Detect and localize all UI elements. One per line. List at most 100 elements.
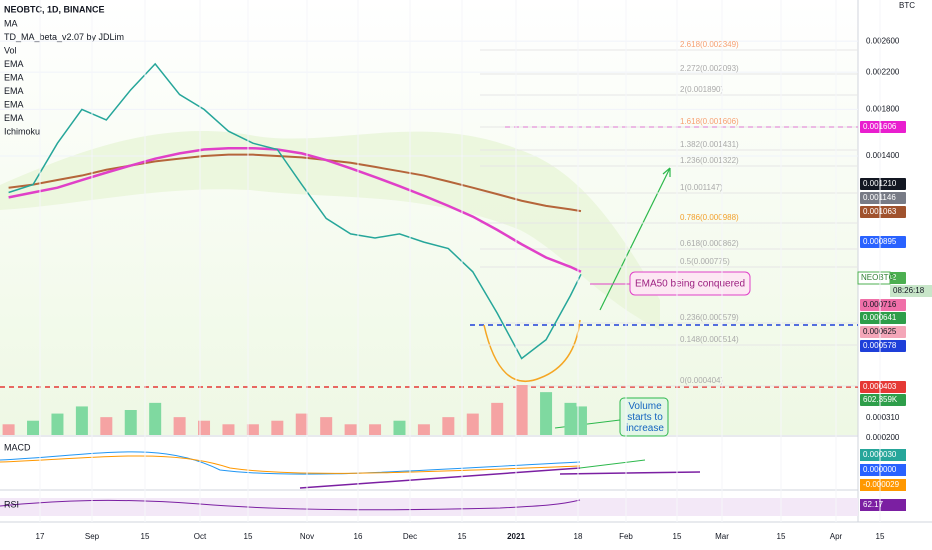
macd-trendline (559, 471, 701, 475)
price-badge (860, 340, 906, 352)
ema200-line (8, 153, 582, 213)
annotation-wrap: Volume starts to increase (626, 401, 664, 434)
annotation: EMA50 being conquered (635, 279, 745, 290)
time-label: 17 (36, 532, 45, 541)
volume-bar (222, 424, 235, 435)
volume-bar (100, 417, 113, 435)
fib-label: 0.786(0.000988) (680, 213, 739, 222)
price-badge (860, 178, 906, 190)
symbol-badge (857, 271, 891, 285)
macd-arrow (579, 459, 646, 469)
symbol-badge-label: NEOBTC (861, 273, 895, 282)
volume-bar (124, 410, 137, 435)
price-tick-label: 0.002200 (866, 67, 900, 76)
volume-bar (149, 402, 162, 435)
volume-bar (491, 402, 504, 435)
price-label: 0.000310 (866, 413, 900, 422)
volume-bar (295, 413, 308, 435)
time-label: 2021 (507, 532, 525, 541)
volume-bar (173, 417, 186, 435)
volume-bar (564, 402, 577, 435)
pane-badge (860, 479, 906, 491)
time-label: 16 (354, 532, 363, 541)
fib-label: 0(0.000404) (680, 376, 723, 385)
price-badge (860, 394, 906, 406)
volume-bar (540, 392, 553, 435)
volume-bar (75, 406, 88, 435)
price-badge (860, 381, 906, 393)
symbol-title: NEOBTC, 1D, BINANCE (4, 4, 105, 14)
fib-label: 0.5(0.000775) (680, 257, 730, 266)
indicator-label: Ichimoku (4, 126, 40, 136)
fib-label: 0.148(0.000514) (680, 335, 739, 344)
fib-label: 2.618(0.002349) (680, 40, 739, 49)
annotation: Volume starts to increase (626, 401, 664, 434)
indicator-label: TD_MA_beta_v2.07 by JDLim (4, 32, 124, 42)
volume-bar (369, 424, 382, 435)
volume-bar (320, 417, 333, 435)
macd-trendline (299, 467, 581, 489)
volume-bar (393, 420, 406, 435)
price-badge (860, 326, 906, 338)
signal-line (0, 455, 581, 474)
time-label: Mar (715, 532, 729, 541)
target-arrowhead (662, 167, 671, 177)
price-line (8, 62, 582, 360)
fib-label: 0.236(0.000579) (680, 313, 739, 322)
price-badge (860, 312, 906, 324)
indicator-label: MA (4, 18, 18, 28)
fib-label: 1.382(0.001431) (680, 140, 739, 149)
indicator-label: EMA (4, 99, 24, 109)
time-label: Oct (194, 532, 207, 541)
indicator-label: EMA (4, 86, 24, 96)
ichimoku-cloud (0, 131, 660, 330)
target-arrow (599, 167, 671, 311)
ema50-line (8, 146, 582, 273)
time-label: 15 (876, 532, 885, 541)
fib-label: 0.618(0.000862) (680, 239, 739, 248)
indicator-label: Vol (4, 45, 17, 55)
price-badge (860, 192, 906, 204)
price-badge (860, 299, 906, 311)
time-label: 15 (244, 532, 253, 541)
fib-label: 1(0.001147) (680, 183, 723, 192)
pane-label: MACD (4, 442, 31, 452)
volume-bar (515, 385, 528, 435)
volume-bar (271, 420, 284, 435)
price-tick-label: 0.002600 (866, 36, 900, 45)
pane-label: RSI (4, 499, 19, 509)
fib-label: 2.272(0.002093) (680, 64, 739, 73)
volume-bar (417, 424, 430, 435)
pane-badge (860, 464, 906, 476)
price-badge (860, 206, 906, 218)
fib-label: 1.236(0.001322) (680, 156, 739, 165)
volume-bar (246, 424, 259, 435)
volume-bar (574, 406, 587, 435)
volume-bar (27, 420, 40, 435)
volume-bar (442, 417, 455, 435)
time-label: 15 (777, 532, 786, 541)
time-label: Apr (830, 532, 843, 541)
time-label: 15 (673, 532, 682, 541)
fib-label: 1.618(0.001606) (680, 117, 739, 126)
volume-bar (51, 413, 64, 435)
pane-badge-label: -0.000029 (863, 480, 900, 489)
indicator-label: EMA (4, 59, 24, 69)
time-label: 15 (458, 532, 467, 541)
annotation-box (619, 397, 669, 437)
indicator-label: EMA (4, 113, 24, 123)
time-label: 18 (574, 532, 583, 541)
price-label: 0.000200 (866, 433, 900, 442)
time-label: Nov (300, 532, 314, 541)
volume-bar (198, 420, 211, 435)
pane-badge (860, 499, 906, 511)
volume-bar (344, 424, 357, 435)
fib-label: 2(0.001890) (680, 85, 723, 94)
rsi-line (0, 499, 581, 511)
time-label: 15 (141, 532, 150, 541)
price-badge (860, 236, 906, 248)
countdown-badge (890, 285, 932, 297)
price-badge (860, 121, 906, 133)
